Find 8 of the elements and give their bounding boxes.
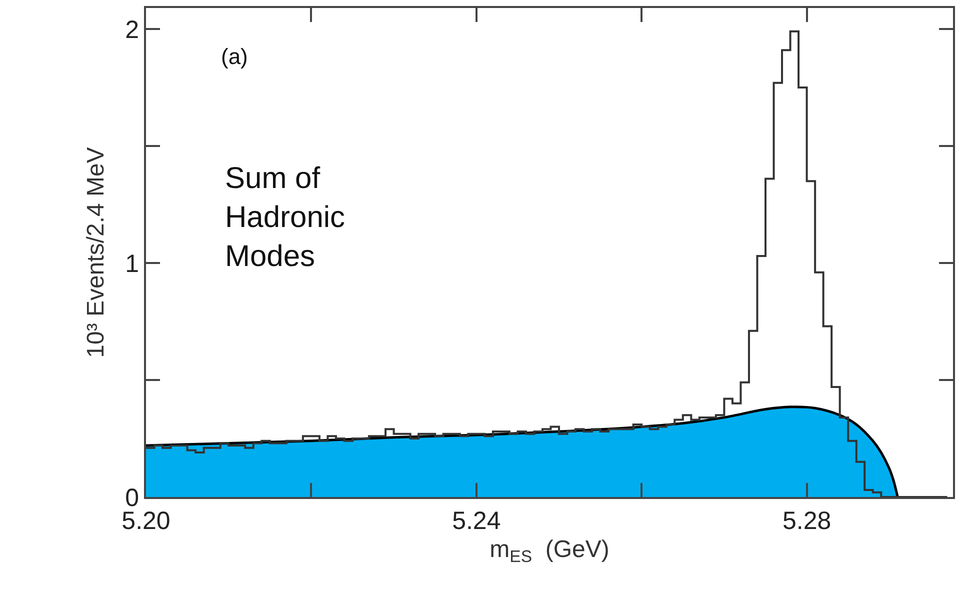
annotation: Sum of Hadronic Modes	[225, 162, 346, 273]
y-tick-label: 2	[125, 16, 139, 44]
x-tick-label: 5.24	[452, 507, 501, 535]
y-axis-title: 10³ Events/2.4 MeV	[82, 147, 110, 358]
x-axis-title: m$_{ES}$ (GeV)	[490, 536, 610, 566]
x-tick-label: 5.28	[782, 507, 832, 535]
y-tick-label: 1	[125, 250, 139, 278]
annotation: (a)	[221, 44, 248, 69]
